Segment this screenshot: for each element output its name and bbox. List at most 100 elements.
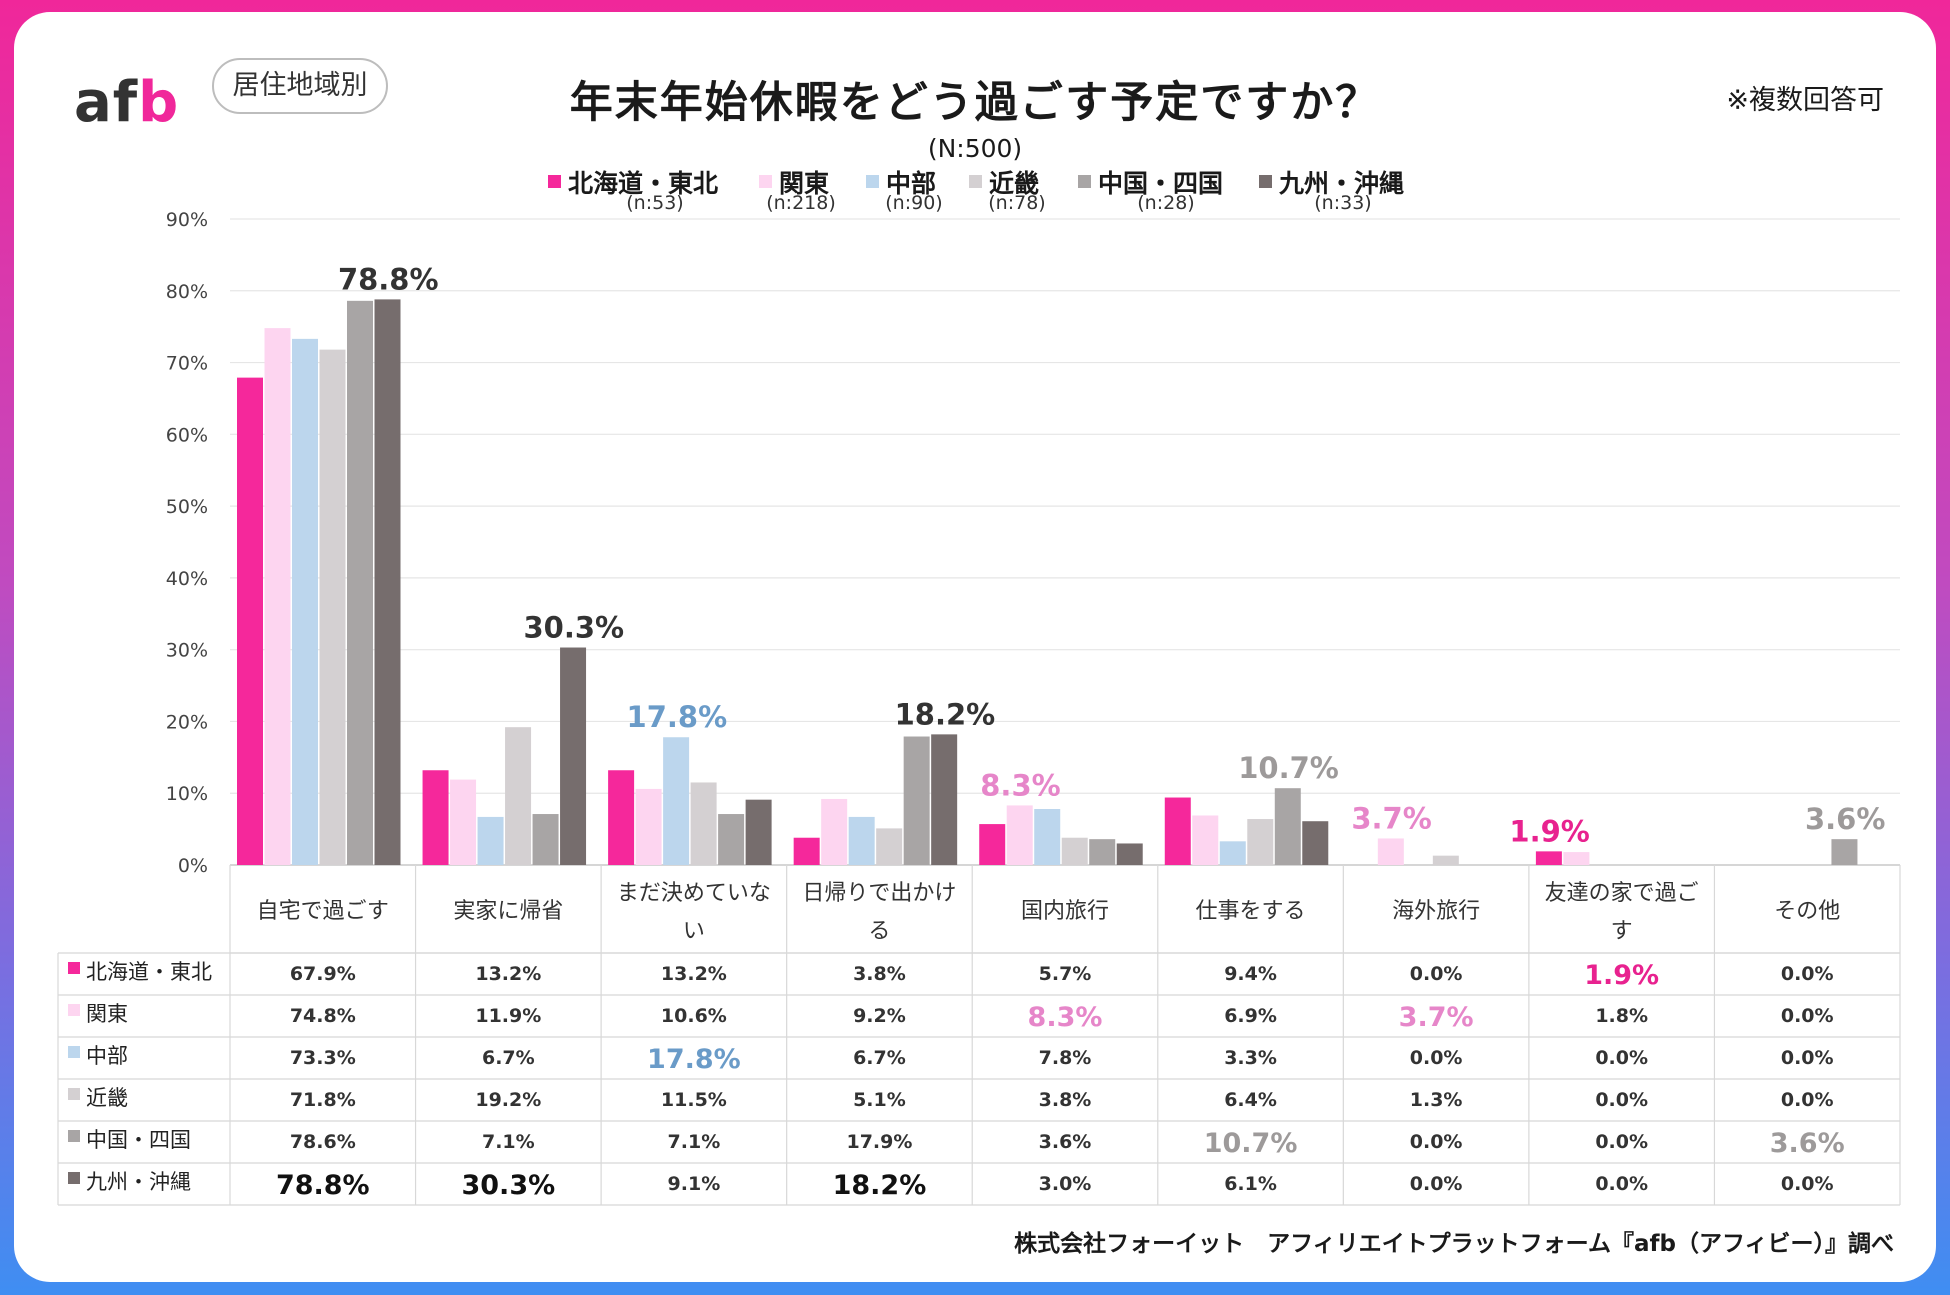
y-tick-label: 0% xyxy=(178,855,208,877)
table-cell: 67.9% xyxy=(290,963,356,985)
table-cell: 1.8% xyxy=(1595,1005,1648,1027)
afb-logo: afb xyxy=(74,70,180,135)
sample-size: (N:500) xyxy=(927,134,1023,163)
data-label: 30.3% xyxy=(524,611,625,645)
y-tick-label: 60% xyxy=(166,424,208,446)
bar xyxy=(1192,815,1219,865)
bar xyxy=(347,300,373,865)
data-label: 3.7% xyxy=(1351,801,1431,835)
bar xyxy=(1302,821,1329,865)
table-cell: 6.1% xyxy=(1224,1173,1277,1195)
legend-swatch xyxy=(969,175,982,188)
table-cell: 19.2% xyxy=(475,1089,541,1111)
bar xyxy=(1563,852,1590,865)
data-label: 3.6% xyxy=(1805,802,1885,836)
table-cell: 3.0% xyxy=(1039,1173,1092,1195)
bar xyxy=(1089,839,1116,865)
table-cell: 0.0% xyxy=(1595,1047,1648,1069)
table-cell-highlight: 17.8% xyxy=(647,1044,741,1075)
table-cell: 9.4% xyxy=(1224,963,1277,985)
row-swatch xyxy=(68,1130,80,1142)
table-cell: 71.8% xyxy=(290,1089,356,1111)
legend-swatch xyxy=(866,175,879,188)
table-cell: 0.0% xyxy=(1781,1047,1834,1069)
table-cell: 0.0% xyxy=(1410,1173,1463,1195)
table-cell: 3.8% xyxy=(1039,1089,1092,1111)
category-label: 国内旅行 xyxy=(1021,899,1109,924)
table-cell: 13.2% xyxy=(475,963,541,985)
bar xyxy=(560,647,587,865)
table-cell: 10.6% xyxy=(661,1005,727,1027)
row-label: 中国・四国 xyxy=(86,1128,191,1152)
legend-label: 中国・四国 xyxy=(1098,169,1224,198)
table-cell-highlight: 1.9% xyxy=(1584,960,1659,991)
data-label: 1.9% xyxy=(1509,814,1589,848)
y-tick-label: 40% xyxy=(166,568,208,590)
bar xyxy=(1116,843,1143,865)
table-cell: 11.9% xyxy=(475,1005,541,1027)
bar xyxy=(718,814,745,865)
table-cell-highlight: 30.3% xyxy=(461,1170,555,1201)
bar xyxy=(237,377,263,865)
legend-swatch xyxy=(548,175,561,188)
legend-sample-size: (n:33) xyxy=(1314,192,1372,214)
bar xyxy=(1274,788,1301,865)
bar xyxy=(1432,855,1459,865)
bar xyxy=(1006,805,1033,865)
bar xyxy=(690,782,717,865)
row-swatch xyxy=(68,1046,80,1058)
bar xyxy=(635,788,662,865)
row-swatch xyxy=(68,1004,80,1016)
table-cell: 7.1% xyxy=(482,1131,535,1153)
bar xyxy=(793,837,820,865)
category-label: る xyxy=(868,919,890,944)
data-label: 18.2% xyxy=(895,697,996,731)
legend-swatch xyxy=(759,175,772,188)
bar xyxy=(532,814,559,865)
bar xyxy=(477,816,504,865)
bar xyxy=(422,770,449,865)
category-label: い xyxy=(683,919,705,944)
table-cell: 0.0% xyxy=(1410,963,1463,985)
bar xyxy=(374,299,401,865)
table-cell: 0.0% xyxy=(1781,1005,1834,1027)
table-cell-highlight: 3.6% xyxy=(1770,1128,1845,1159)
bar xyxy=(1164,797,1191,865)
row-label: 近畿 xyxy=(86,1086,128,1110)
category-label: す xyxy=(1611,919,1633,944)
category-label: 実家に帰省 xyxy=(453,899,563,924)
row-label: 中部 xyxy=(86,1044,128,1068)
legend-sample-size: (n:28) xyxy=(1137,192,1195,214)
y-tick-label: 10% xyxy=(166,783,208,805)
table-cell: 0.0% xyxy=(1781,1089,1834,1111)
category-label: まだ決めていな xyxy=(617,881,771,906)
bar xyxy=(1535,851,1562,865)
table-cell: 3.3% xyxy=(1224,1047,1277,1069)
bar xyxy=(505,727,532,865)
category-label: 日帰りで出かけ xyxy=(802,881,956,906)
table-cell: 0.0% xyxy=(1410,1047,1463,1069)
bar xyxy=(931,734,958,865)
legend-swatch xyxy=(1078,175,1091,188)
category-label: 海外旅行 xyxy=(1392,899,1480,924)
y-tick-label: 50% xyxy=(166,496,208,518)
table-cell: 6.7% xyxy=(482,1047,535,1069)
bar xyxy=(745,799,772,865)
table-cell: 3.6% xyxy=(1039,1131,1092,1153)
data-label: 10.7% xyxy=(1238,751,1339,785)
category-label: 友達の家で過ご xyxy=(1545,881,1699,906)
table-cell-highlight: 78.8% xyxy=(276,1170,370,1201)
y-tick-label: 70% xyxy=(166,353,208,375)
category-label: 自宅で過ごす xyxy=(257,899,389,924)
segment-badge: 居住地域別 xyxy=(212,58,388,114)
table-cell: 78.6% xyxy=(290,1131,356,1153)
bar xyxy=(1831,839,1858,865)
bar xyxy=(663,737,690,865)
legend-label: 九州・沖縄 xyxy=(1279,169,1405,198)
table-cell: 0.0% xyxy=(1595,1173,1648,1195)
legend-sample-size: (n:90) xyxy=(885,192,943,214)
legend-sample-size: (n:218) xyxy=(766,192,836,214)
bar xyxy=(1219,841,1246,865)
bar xyxy=(319,349,346,865)
legend-label: 北海道・東北 xyxy=(568,169,719,198)
